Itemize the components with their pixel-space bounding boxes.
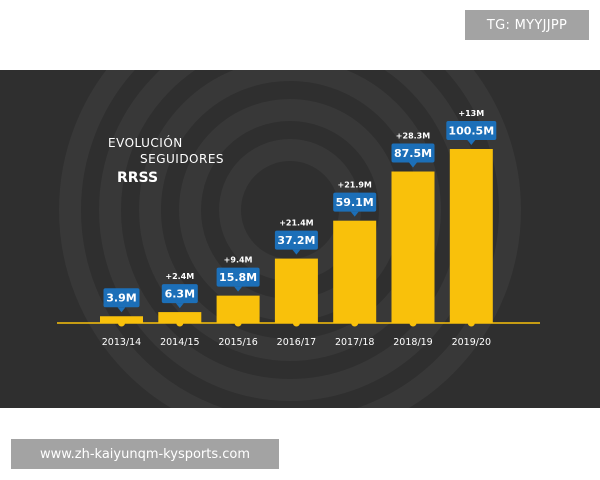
value-label: 37.2M [277,234,315,247]
value-label-pointer [175,303,184,309]
chart-title-line-2: SEGUIDORES [140,152,224,166]
background-ring [219,139,361,281]
value-label-box [216,267,260,287]
increment-label: +2.4M [165,272,194,281]
baseline-marker [351,319,359,327]
increment-label: +9.4M [224,256,253,265]
value-label: 87.5M [394,147,432,160]
value-label-box [161,284,198,304]
category-label: 2014/15 [160,337,199,348]
value-label: 59.1M [336,196,374,209]
value-label-pointer [234,286,243,292]
baseline-marker [118,319,125,327]
increment-label: +28.3M [396,132,430,141]
bars-group: 3.9M 2013/14 6.3M +2.4M 2014/15 15.8M +9.4M 201… [57,109,540,348]
chart-title-line-1: EVOLUCIÓN [108,135,183,150]
value-label-box [446,121,497,140]
value-label-pointer [292,249,301,255]
baseline-marker [234,319,242,327]
increment-label: +21.4M [279,219,313,228]
value-label: 100.5M [448,125,494,138]
increment-label: +21.9M [337,181,371,190]
bar-2015/16 [216,295,260,323]
value-label: 3.9M [106,292,136,305]
bar-2018/19 [391,171,435,323]
value-label-pointer [117,307,126,313]
baseline-marker [467,319,475,327]
value-label-box [103,288,140,308]
increment-label: +13M [458,109,484,118]
value-label: 6.3M [165,288,195,301]
chart-title-line-3: RRSS [117,170,158,186]
category-label: 2013/14 [102,337,141,348]
value-label-pointer [350,211,359,217]
value-label-pointer [467,140,476,145]
background-ring [59,70,521,408]
category-label: 2015/16 [218,337,257,348]
baseline-marker [409,319,417,327]
category-label: 2017/18 [335,337,374,348]
bar-2017/18 [333,220,377,323]
bar-2016/17 [274,258,318,323]
baseline-marker [292,319,300,327]
value-label-box [333,192,377,212]
baseline-marker [176,319,184,327]
value-label: 15.8M [219,271,257,284]
value-label-pointer [409,162,417,168]
bar-chart: EVOLUCIÓN SEGUIDORES RRSS 3.9M 2013/14 6.3… [57,70,540,408]
category-label: 2019/20 [452,337,491,348]
bar-2019/20 [449,149,493,323]
watermark-bottom: www.zh-kaiyunqm-kysports.com [11,439,279,469]
category-label: 2016/17 [277,337,316,348]
value-label-box [274,230,318,250]
category-label: 2018/19 [393,337,432,348]
watermark-top: TG: MYYJJPP [465,10,589,40]
value-label-box [391,143,435,163]
chart-panel: EVOLUCIÓN SEGUIDORES RRSS 3.9M 2013/14 6.3… [0,70,600,408]
bar-2014/15 [158,312,202,323]
